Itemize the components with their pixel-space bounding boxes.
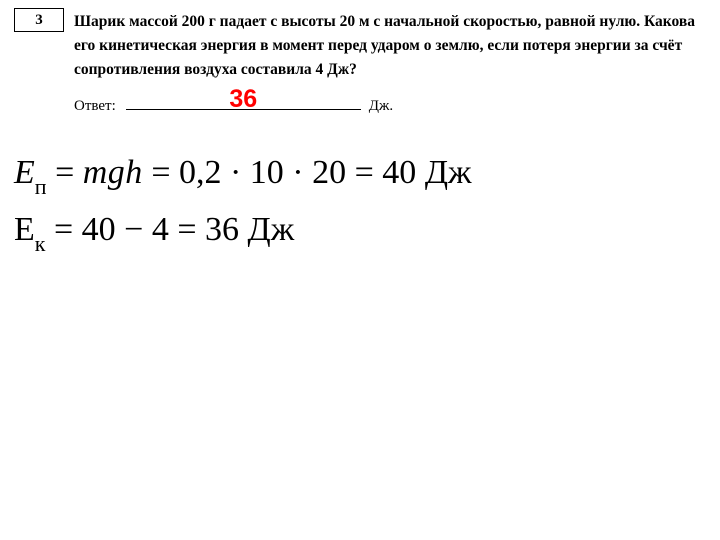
problem-text: Шарик массой 200 г падает с высоты 20 м …	[74, 8, 706, 82]
answer-label: Ответ:	[74, 98, 116, 115]
eq1-eq1: =	[47, 154, 83, 191]
eq2-subscript: к	[35, 231, 46, 256]
eq1-unit: Дж	[425, 154, 472, 191]
eq1-subscript: п	[35, 174, 47, 199]
eq1-mgh: mgh	[83, 154, 143, 191]
eq1-nums: = 0,2 · 10 · 20 = 40	[143, 154, 425, 191]
answer-unit: Дж.	[369, 98, 393, 115]
answer-row: Ответ: 36 Дж.	[0, 98, 720, 115]
eq1-symbol: Е	[14, 154, 35, 191]
answer-blank: 36	[126, 109, 361, 110]
equation-kinetic-energy: Ек = 40 − 4 = 36 Дж	[14, 202, 706, 259]
equation-block: Еп = mgh = 0,2 · 10 · 20 = 40 Дж Ек = 40…	[0, 115, 720, 259]
eq2-nums: = 40 − 4 = 36	[45, 211, 247, 248]
problem-header: 3 Шарик массой 200 г падает с высоты 20 …	[0, 0, 720, 82]
eq2-unit: Дж	[248, 211, 295, 248]
eq2-symbol: Е	[14, 211, 35, 248]
equation-potential-energy: Еп = mgh = 0,2 · 10 · 20 = 40 Дж	[14, 145, 706, 202]
answer-value: 36	[229, 85, 257, 114]
problem-number: 3	[14, 8, 64, 32]
